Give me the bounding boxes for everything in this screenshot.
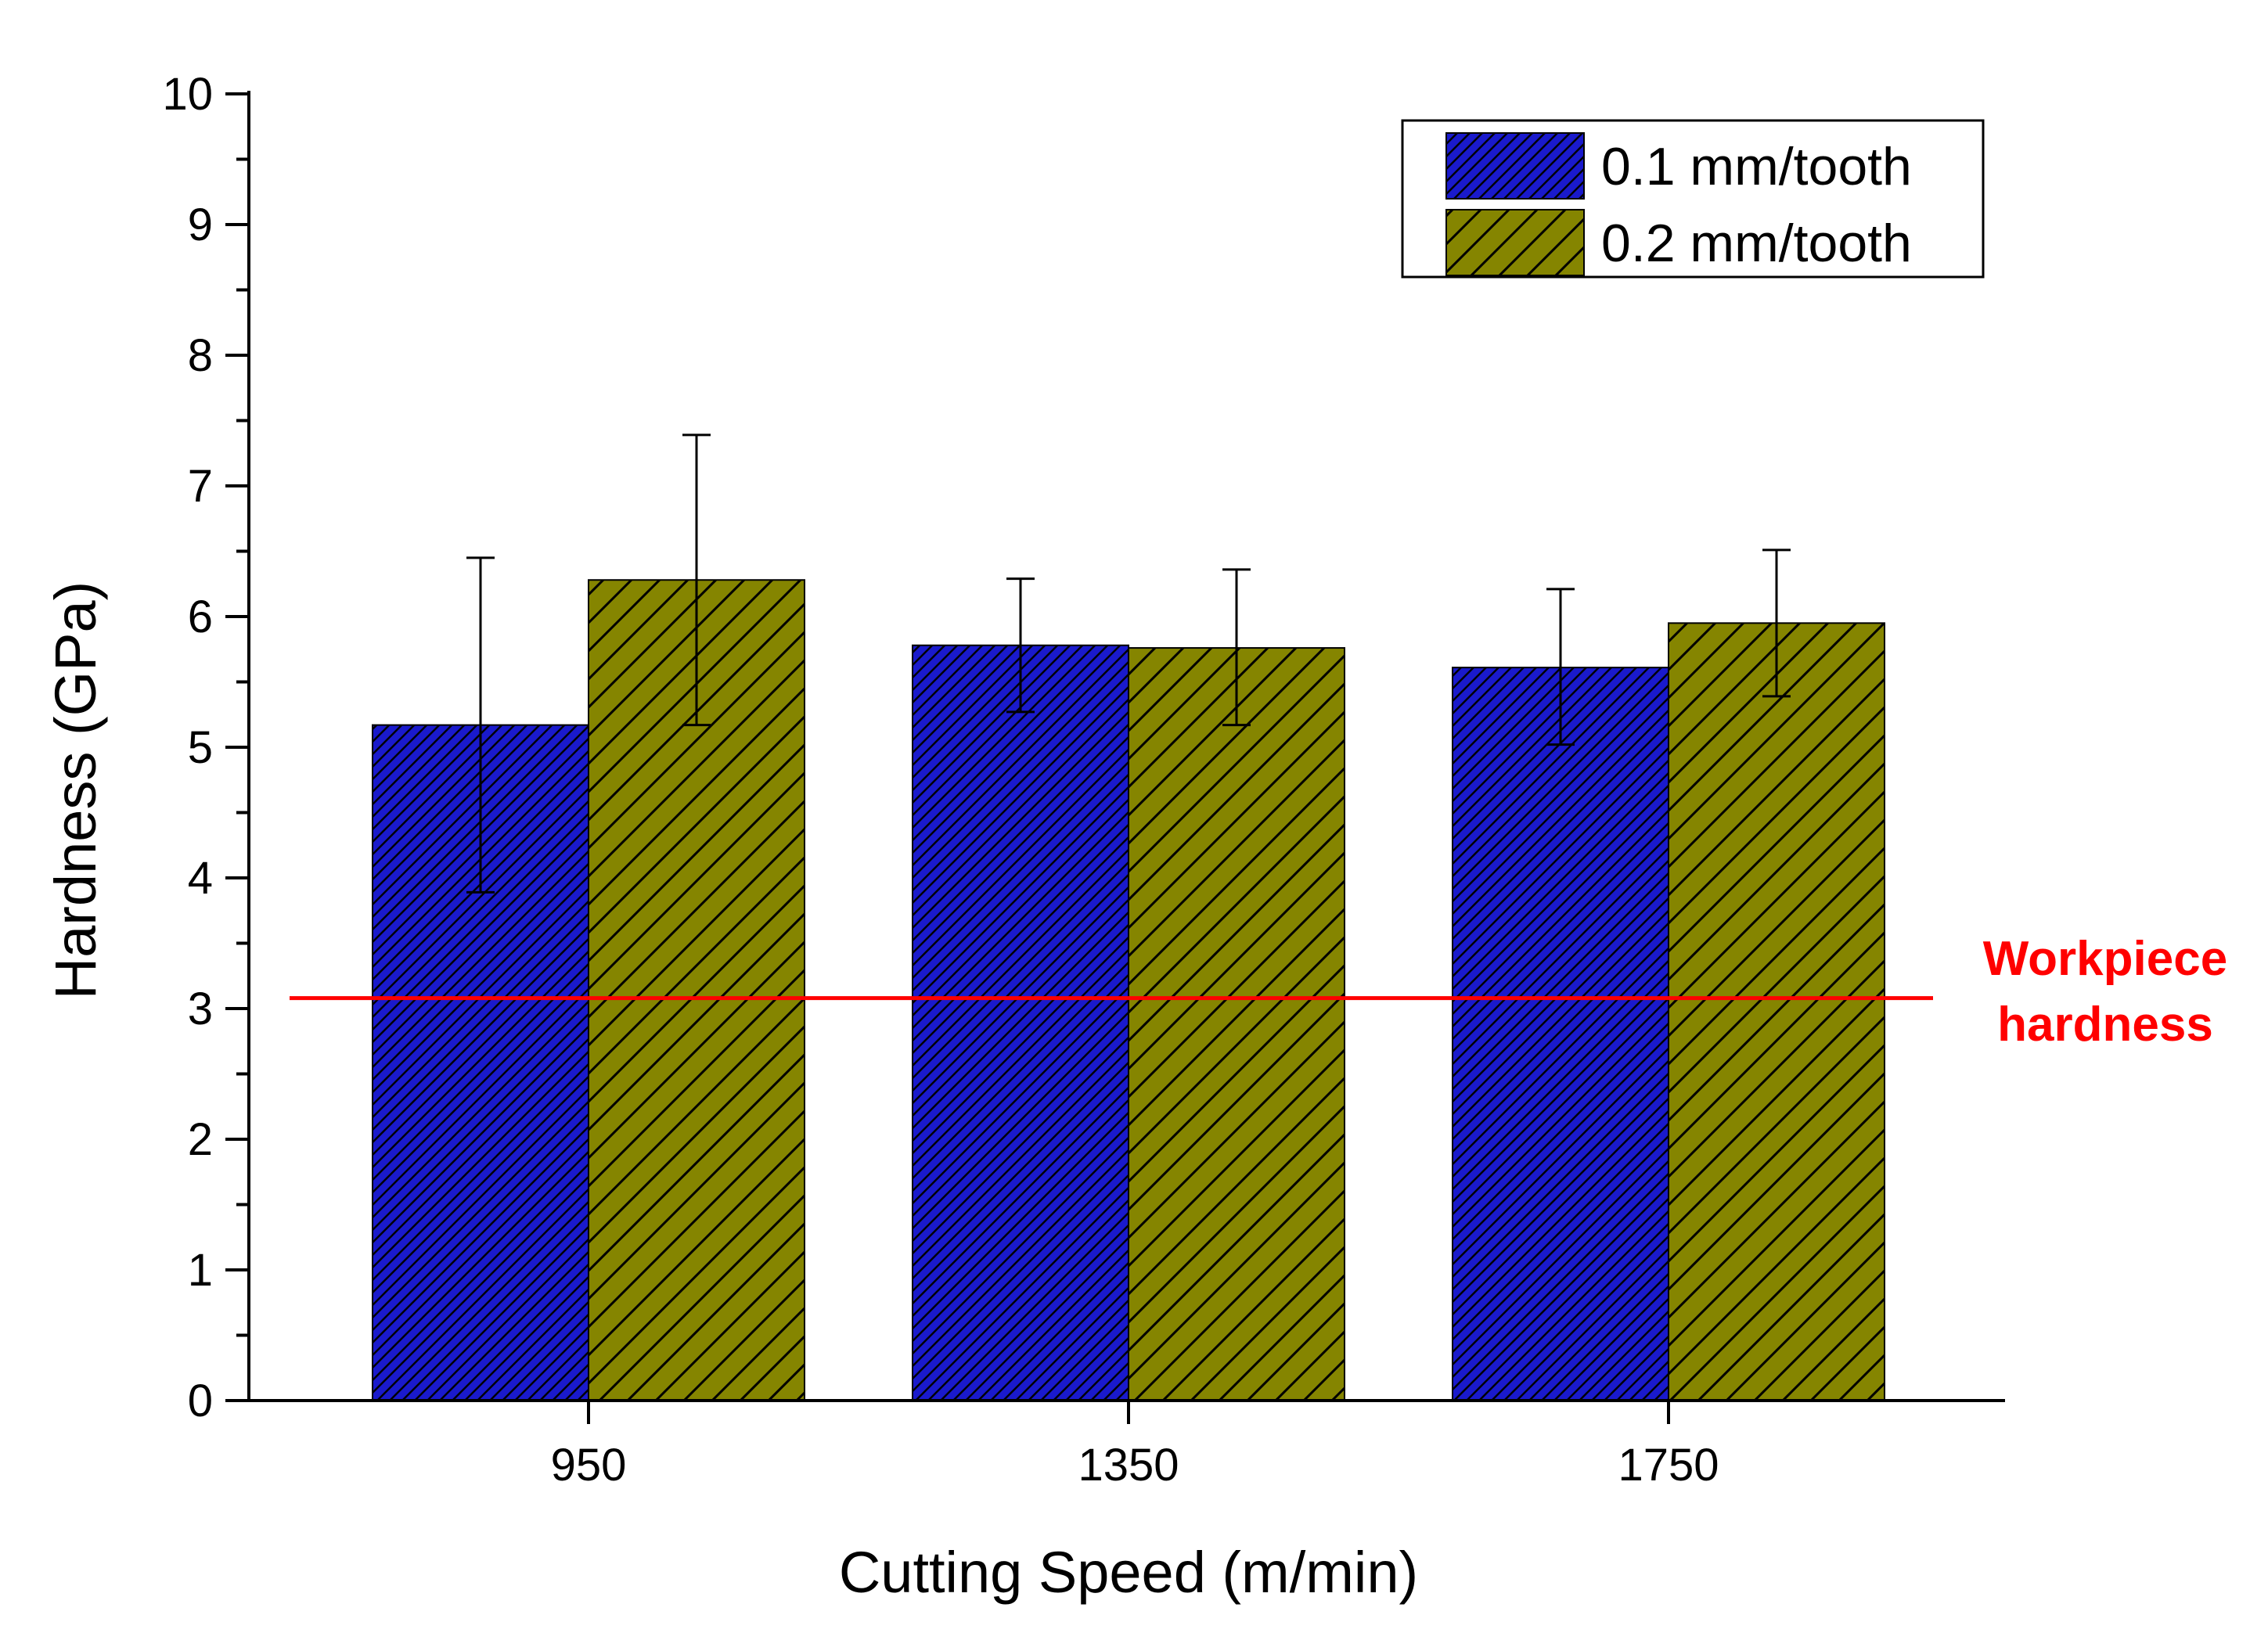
y-tick-label-6: 6 bbox=[188, 592, 213, 642]
y-tick-label-9: 9 bbox=[188, 200, 213, 250]
reference-label-line-2: hardness bbox=[1997, 998, 2213, 1052]
x-tick-label-1350: 1350 bbox=[1078, 1440, 1179, 1491]
y-tick-label-10: 10 bbox=[162, 69, 213, 120]
bar-1-1350 bbox=[912, 644, 1129, 1401]
bar-2-1750 bbox=[1668, 622, 1885, 1401]
y-axis-title: Hardness (GPa) bbox=[43, 581, 108, 1000]
legend-label-1: 0.1 mm/tooth bbox=[1601, 137, 1912, 196]
y-tick-label-1: 1 bbox=[188, 1245, 213, 1296]
y-tick-label-3: 3 bbox=[188, 984, 213, 1034]
y-tick-label-7: 7 bbox=[188, 461, 213, 512]
x-axis-title: Cutting Speed (m/min) bbox=[839, 1540, 1418, 1605]
legend-swatch-1 bbox=[1445, 132, 1585, 200]
legend-swatch-2 bbox=[1445, 209, 1585, 276]
legend-label-2: 0.2 mm/tooth bbox=[1601, 214, 1912, 273]
y-tick-label-0: 0 bbox=[188, 1376, 213, 1426]
y-tick-label-4: 4 bbox=[188, 853, 213, 904]
x-tick-label-950: 950 bbox=[551, 1440, 627, 1491]
x-tick-label-1750: 1750 bbox=[1618, 1440, 1719, 1491]
bar-1-1750 bbox=[1452, 667, 1669, 1401]
y-tick-label-8: 8 bbox=[188, 330, 213, 381]
y-tick-label-5: 5 bbox=[188, 722, 213, 773]
bar-2-1350 bbox=[1128, 647, 1345, 1401]
y-tick-label-2: 2 bbox=[188, 1114, 213, 1165]
reference-label-line-1: Workpiece bbox=[1983, 932, 2227, 986]
